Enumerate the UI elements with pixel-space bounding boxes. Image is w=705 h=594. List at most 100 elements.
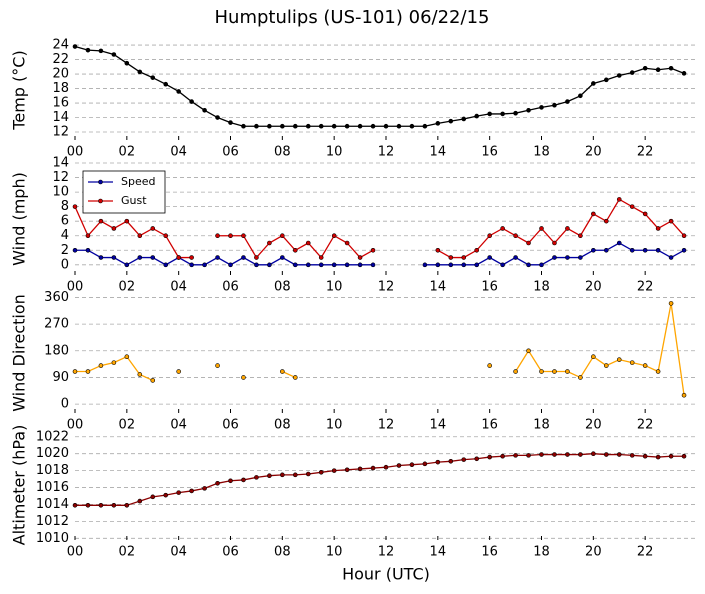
data-point	[124, 60, 130, 66]
x-tick-label: 18	[533, 280, 550, 295]
data-point	[474, 456, 480, 462]
x-tick-label: 18	[533, 545, 550, 560]
legend-label: Speed	[121, 175, 155, 188]
y-tick-label: 12	[52, 170, 69, 185]
x-tick-label: 16	[481, 280, 498, 295]
x-tick-label: 06	[222, 545, 239, 560]
y-tick-label: 14	[52, 110, 69, 125]
data-point	[513, 369, 518, 374]
data-point	[344, 262, 350, 268]
y-tick-label: 360	[44, 290, 69, 305]
x-tick-label: 12	[378, 418, 395, 433]
x-tick-label: 08	[274, 280, 291, 295]
x-tick-label: 10	[326, 145, 343, 160]
data-point	[655, 247, 661, 253]
y-tick-label: 24	[52, 38, 69, 53]
data-point	[513, 255, 518, 260]
x-tick-label: 22	[637, 418, 654, 433]
data-point	[565, 226, 570, 231]
data-point	[591, 81, 596, 86]
data-point	[642, 65, 648, 71]
data-point	[241, 255, 246, 260]
data-point	[124, 503, 130, 508]
data-point	[137, 69, 143, 75]
x-tick-label: 14	[430, 280, 447, 295]
data-point	[137, 372, 143, 377]
y-tick-label: 4	[61, 228, 69, 243]
y-axis-label: Wind (mph)	[10, 172, 29, 266]
data-point	[318, 262, 324, 268]
data-point	[163, 262, 169, 268]
y-tick-label: 16	[52, 96, 69, 111]
data-point	[629, 453, 635, 458]
data-point	[591, 211, 596, 217]
data-point	[629, 204, 635, 209]
data-point	[292, 262, 298, 268]
data-point	[202, 107, 207, 113]
x-tick-label: 22	[637, 145, 654, 160]
data-point	[629, 247, 635, 253]
x-tick-label: 06	[222, 418, 239, 433]
series-line	[75, 242, 685, 266]
data-point	[357, 255, 363, 260]
data-point	[85, 47, 91, 53]
data-point	[344, 240, 350, 246]
data-point	[98, 503, 104, 508]
data-point	[85, 233, 91, 239]
data-point	[331, 468, 337, 473]
data-point	[318, 470, 324, 475]
data-point	[591, 451, 596, 456]
data-point	[409, 462, 415, 467]
data-point	[552, 255, 557, 260]
data-point	[267, 240, 272, 246]
data-point	[370, 262, 376, 268]
data-point	[435, 459, 441, 465]
data-point	[72, 204, 78, 209]
x-tick-label: 12	[378, 280, 395, 295]
data-point	[176, 369, 181, 374]
data-point	[474, 262, 480, 268]
x-tick-label: 22	[637, 280, 654, 295]
data-point	[552, 102, 557, 108]
data-point	[552, 240, 557, 246]
y-tick-label: 12	[52, 125, 69, 140]
y-axis-label: Altimeter (hPa)	[10, 425, 29, 546]
data-point	[578, 452, 583, 457]
x-tick-label: 00	[67, 145, 84, 160]
x-tick-label: 08	[274, 145, 291, 160]
data-point	[526, 107, 531, 113]
data-point	[603, 247, 609, 253]
data-point	[254, 475, 259, 480]
data-point	[565, 452, 570, 457]
x-tick-label: 20	[585, 145, 602, 160]
data-point	[383, 464, 389, 470]
data-point	[603, 363, 609, 368]
data-point	[474, 247, 480, 253]
data-point	[254, 123, 259, 129]
y-tick-label: 1022	[36, 429, 69, 444]
data-point	[539, 452, 544, 457]
data-point	[578, 255, 583, 260]
data-point	[578, 375, 583, 380]
data-point	[526, 240, 531, 246]
data-point	[603, 218, 609, 224]
data-point	[111, 255, 117, 260]
y-tick-label: 270	[44, 317, 69, 332]
data-point	[565, 99, 570, 104]
data-point	[331, 123, 337, 129]
data-point	[228, 262, 233, 268]
y-tick-label: 1018	[36, 463, 69, 478]
data-point	[565, 369, 570, 374]
data-point	[448, 262, 454, 268]
data-point	[189, 488, 194, 494]
y-axis-label: Temp (°C)	[10, 50, 29, 130]
data-point	[98, 218, 104, 224]
x-tick-label: 10	[326, 545, 343, 560]
data-point	[98, 363, 104, 368]
x-tick-label: 10	[326, 418, 343, 433]
data-point	[241, 233, 246, 239]
data-point	[668, 218, 674, 224]
data-point	[668, 453, 674, 459]
y-tick-label: 20	[52, 67, 69, 82]
y-tick-label: 14	[52, 156, 69, 171]
